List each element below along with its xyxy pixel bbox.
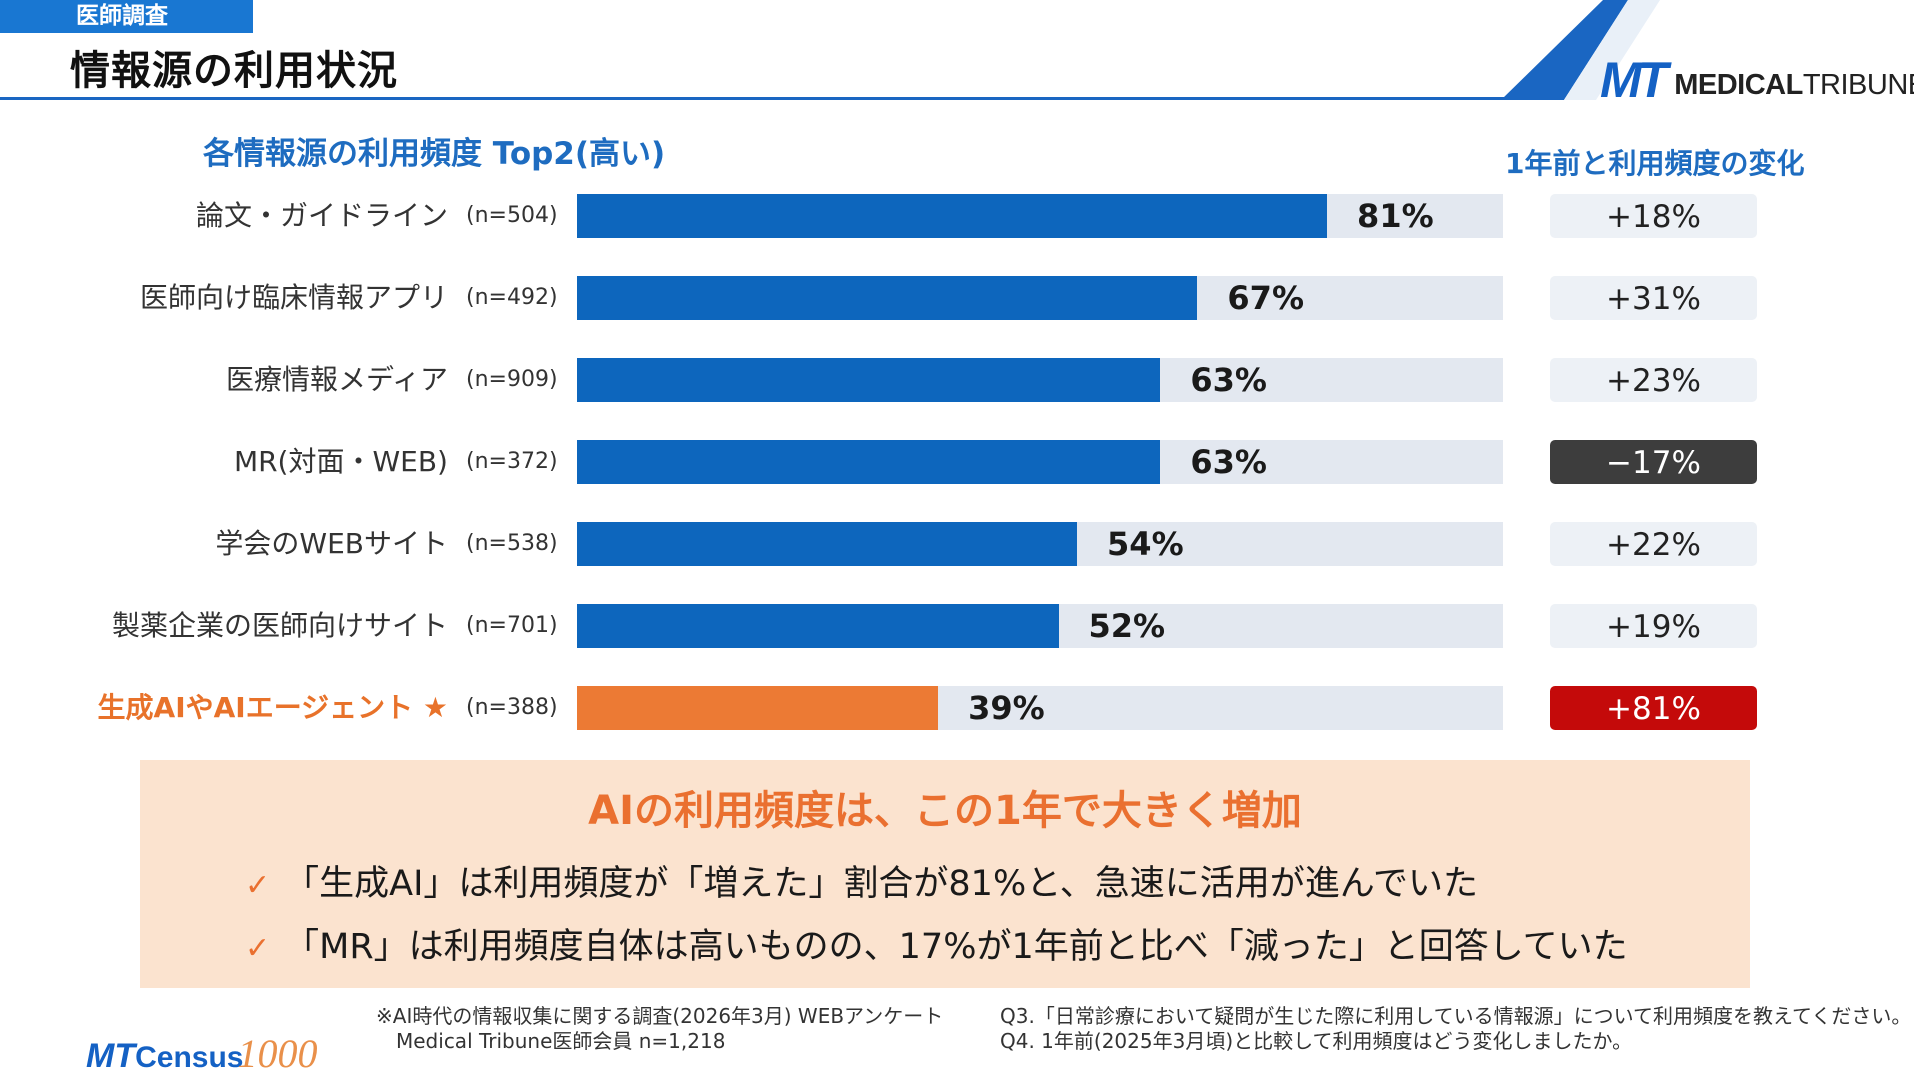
category-label: 生成AIやAIエージェント ★ (97, 691, 448, 724)
bar-row: 生成AIやAIエージェント ★ (n=388) 39% +81% (0, 686, 1914, 730)
page-title: 情報源の利用状況 (70, 48, 398, 94)
section-tag: 医師調査 (0, 0, 253, 33)
sample-size-label: (n=492) (466, 285, 558, 310)
value-label: 39% (968, 689, 1045, 727)
change-column-title: 1年前と利用頻度の変化 (1505, 147, 1805, 180)
bar (577, 522, 1078, 566)
change-badge: +22% (1550, 522, 1757, 566)
bar (577, 358, 1161, 402)
sample-size-label: (n=388) (466, 695, 558, 720)
bar-track (577, 358, 1503, 402)
bar-track (577, 686, 1503, 730)
bar-track (577, 522, 1503, 566)
sample-size-label: (n=504) (466, 203, 558, 228)
bar-row: 医師向け臨床情報アプリ (n=492) 67% +31% (0, 276, 1914, 320)
summary-point: ✓ 「MR」は利用頻度自体は高いものの、17%が1年前と比べ「減った」と回答してい… (245, 918, 1628, 969)
bar-row: MR(対面・WEB) (n=372) 63% −17% (0, 440, 1914, 484)
change-badge: +31% (1550, 276, 1757, 320)
category-label: 医師向け臨床情報アプリ (139, 281, 448, 314)
logo-band (1501, 0, 1914, 100)
mt-census-logo: MTCensus1000 (86, 1031, 318, 1076)
value-label: 81% (1357, 197, 1434, 235)
category-label: 学会のWEBサイト (215, 527, 448, 560)
bar (577, 686, 939, 730)
question-q3: Q3.「日常診療において疑問が生じた際に利用している情報源」について利用頻度を教… (1000, 1004, 1912, 1028)
sample-size-label: (n=909) (466, 367, 558, 392)
bar-row: 学会のWEBサイト (n=538) 54% +22% (0, 522, 1914, 566)
change-badge: +18% (1550, 194, 1757, 238)
value-label: 63% (1190, 443, 1267, 481)
bar-row: 論文・ガイドライン (n=504) 81% +18% (0, 194, 1914, 238)
question-q4: Q4. 1年前(2025年3月頃)と比較して利用頻度はどう変化しましたか。 (1000, 1029, 1633, 1053)
summary-point-text: 「生成AI」は利用頻度が「増えた」割合が81%と、急速に活用が進んでいた (284, 864, 1479, 904)
sample-size-label: (n=372) (466, 449, 558, 474)
bar (577, 276, 1198, 320)
check-icon: ✓ (245, 931, 271, 966)
summary-title: AIの利用頻度は、この1年で大きく増加 (588, 788, 1302, 834)
change-badge: +81% (1550, 686, 1757, 730)
bar (577, 604, 1059, 648)
summary-point: ✓ 「生成AI」は利用頻度が「増えた」割合が81%と、急速に活用が進んでいた (245, 855, 1478, 906)
logo-wordmark: MEDICALTRIBUNE (1674, 69, 1914, 101)
header-rule (0, 97, 1540, 100)
check-icon: ✓ (245, 868, 271, 903)
sample-note: Medical Tribune医師会員 n=1,218 (396, 1029, 726, 1053)
chart-title: 各情報源の利用頻度 Top2(高い) (203, 136, 666, 172)
bar-track (577, 194, 1503, 238)
summary-point-text: 「MR」は利用頻度自体は高いものの、17%が1年前と比べ「減った」と回答していた (284, 927, 1628, 967)
value-label: 63% (1190, 361, 1267, 399)
bar-row: 医療情報メディア (n=909) 63% +23% (0, 358, 1914, 402)
bar (577, 194, 1328, 238)
medical-tribune-logo: MT MEDICALTRIBUNE (1600, 52, 1914, 108)
bar (577, 440, 1161, 484)
sample-size-label: (n=538) (466, 531, 558, 556)
category-label: 論文・ガイドライン (195, 199, 448, 232)
logo-mark: MT (1600, 52, 1668, 108)
bar-track (577, 440, 1503, 484)
value-label: 54% (1107, 525, 1184, 563)
change-badge: +23% (1550, 358, 1757, 402)
bar-track (577, 276, 1503, 320)
category-label: 製薬企業の医師向けサイト (111, 609, 448, 642)
change-badge: −17% (1550, 440, 1757, 484)
category-label: 医療情報メディア (225, 363, 448, 396)
category-label: MR(対面・WEB) (233, 445, 448, 478)
change-badge: +19% (1550, 604, 1757, 648)
summary-box: AIの利用頻度は、この1年で大きく増加 ✓ 「生成AI」は利用頻度が「増えた」割合… (140, 760, 1750, 988)
value-label: 67% (1227, 279, 1304, 317)
source-note: ※AI時代の情報収集に関する調査(2026年3月) WEBアンケート (376, 1004, 944, 1028)
bar-track (577, 604, 1503, 648)
value-label: 52% (1088, 607, 1166, 645)
sample-size-label: (n=701) (466, 613, 558, 638)
bar-row: 製薬企業の医師向けサイト (n=701) 52% +19% (0, 604, 1914, 648)
